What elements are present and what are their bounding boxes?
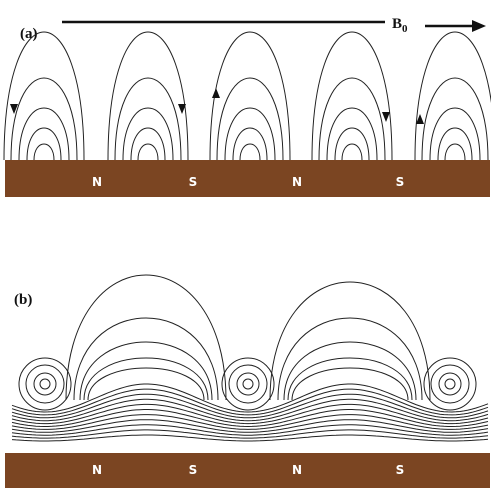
panel-label: (b) <box>14 292 32 308</box>
field-line <box>240 144 260 160</box>
magnet-bar <box>5 160 490 197</box>
arrowhead <box>382 112 390 122</box>
field-loop <box>439 373 461 395</box>
field-loop <box>424 358 476 410</box>
pole-label: N <box>292 175 302 189</box>
field-label-main: B <box>392 16 402 32</box>
field-line <box>19 108 69 160</box>
pole-label: S <box>396 463 405 477</box>
field-loop <box>237 373 259 395</box>
magnet-bar <box>5 453 490 488</box>
panel-b: (b) N S N S <box>5 275 490 488</box>
field-line <box>445 144 465 160</box>
arrow-head <box>472 20 486 32</box>
field-line <box>217 78 283 160</box>
field-line <box>4 32 84 160</box>
field-loop <box>19 358 71 410</box>
field-line <box>225 108 275 160</box>
field-line <box>270 282 430 400</box>
figure: (a) B0 NSNS (b) NSNS <box>0 0 491 488</box>
pole-label: N <box>92 175 102 189</box>
field-loop <box>40 379 50 389</box>
field-label-sub: 0 <box>402 23 408 35</box>
pole-label: N <box>92 463 102 477</box>
field-line <box>123 108 173 160</box>
pole-label: N <box>292 463 302 477</box>
field-line <box>422 78 488 160</box>
field-line <box>319 78 385 160</box>
field-line <box>342 144 362 160</box>
pole-label: S <box>396 175 405 189</box>
field-loop <box>26 365 64 403</box>
field-line <box>12 430 488 438</box>
field-line <box>430 108 480 160</box>
field-loop <box>34 373 56 395</box>
pole-label: S <box>189 463 198 477</box>
field-line <box>327 108 377 160</box>
field-loop <box>431 365 469 403</box>
field-line <box>108 32 188 160</box>
pole-label: S <box>189 175 198 189</box>
field-loop <box>229 365 267 403</box>
field-line <box>210 32 290 160</box>
field-line <box>312 32 392 160</box>
arrowhead <box>212 88 220 98</box>
field-line <box>11 78 77 160</box>
field-line <box>115 78 181 160</box>
field-line <box>74 318 218 400</box>
field-line <box>12 389 488 415</box>
field-loop <box>222 358 274 410</box>
field-loop <box>243 379 253 389</box>
field-loop <box>445 379 455 389</box>
field-label: B0 <box>392 16 408 35</box>
field-line <box>138 144 158 160</box>
field-line <box>34 144 54 160</box>
field-line <box>278 318 422 400</box>
field-line <box>415 32 491 160</box>
